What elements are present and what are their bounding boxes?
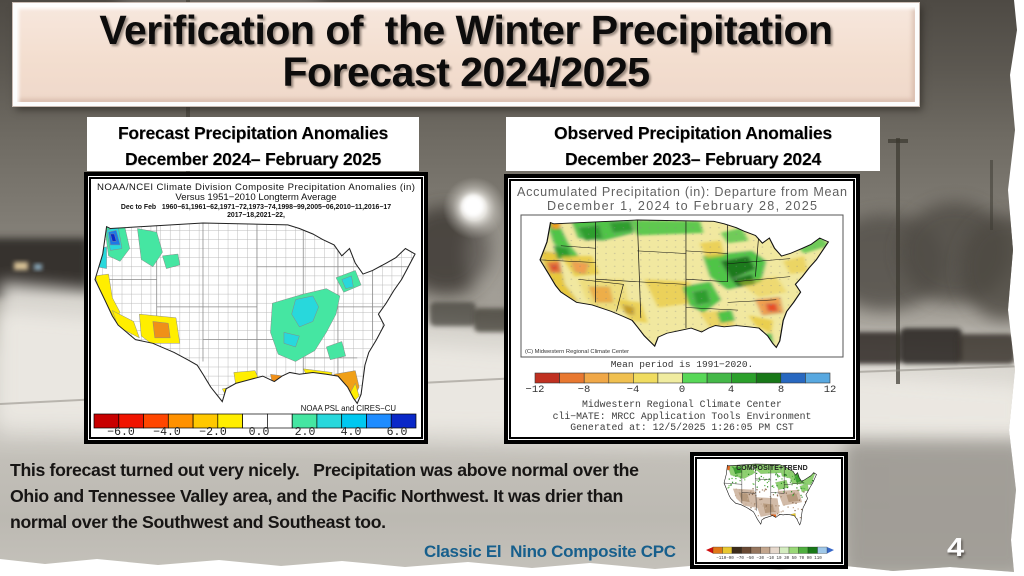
svg-text:COMPOSITE+TREND: COMPOSITE+TREND: [736, 465, 808, 472]
svg-text:−8: −8: [578, 384, 591, 396]
svg-text:December 1, 2024 to February 2: December 1, 2024 to February 28, 2025: [547, 199, 817, 213]
svg-text:−4: −4: [627, 384, 640, 396]
svg-text:Midwestern Regional Climate Ce: Midwestern Regional Climate Center: [582, 399, 782, 410]
svg-text:Dec to Feb 1960−61,1961−62,1: Dec to Feb 1960−61,1961−62,1971−72,1973−…: [121, 204, 391, 211]
svg-text:2017−18,2021−22,: 2017−18,2021−22,: [227, 212, 285, 219]
svg-text:NOAA PSL and CIRES−CU: NOAA PSL and CIRES−CU: [301, 404, 397, 413]
svg-text:−12: −12: [526, 384, 545, 396]
svg-text:8: 8: [778, 384, 784, 396]
svg-text:12: 12: [824, 384, 837, 396]
svg-text:(C) Midwestern Regional Climat: (C) Midwestern Regional Climate Center: [525, 349, 629, 355]
svg-text:6.0: 6.0: [387, 426, 408, 437]
svg-text:Versus 1951−2010 Longterm Aver: Versus 1951−2010 Longterm Average: [175, 192, 336, 203]
svg-text:−2.0: −2.0: [199, 426, 227, 437]
svg-text:−110−90 −70 −50 −30 −10 10 3: −110−90 −70 −50 −30 −10 10 30 50 70 90 1…: [716, 557, 822, 561]
svg-text:−6.0: −6.0: [107, 426, 135, 437]
svg-text:0: 0: [679, 384, 685, 396]
svg-text:4.0: 4.0: [341, 426, 362, 437]
svg-text:0.0: 0.0: [249, 426, 270, 437]
svg-text:−4.0: −4.0: [153, 426, 181, 437]
svg-text:Generated at: 12/5/2025 1:26:0: Generated at: 12/5/2025 1:26:05 PM CST: [570, 422, 794, 433]
svg-text:2.0: 2.0: [295, 426, 316, 437]
svg-text:4: 4: [728, 384, 734, 396]
svg-text:Mean period is 1991−2020.: Mean period is 1991−2020.: [611, 359, 754, 370]
svg-text:Accumulated Precipitation (in): Accumulated Precipitation (in): Departur…: [517, 185, 847, 199]
svg-text:cli−MATE: MRCC Application Too: cli−MATE: MRCC Application Tools Environ…: [553, 411, 812, 422]
svg-text:NOAA/NCEI Climate Division Com: NOAA/NCEI Climate Division Composite Pre…: [97, 182, 415, 193]
